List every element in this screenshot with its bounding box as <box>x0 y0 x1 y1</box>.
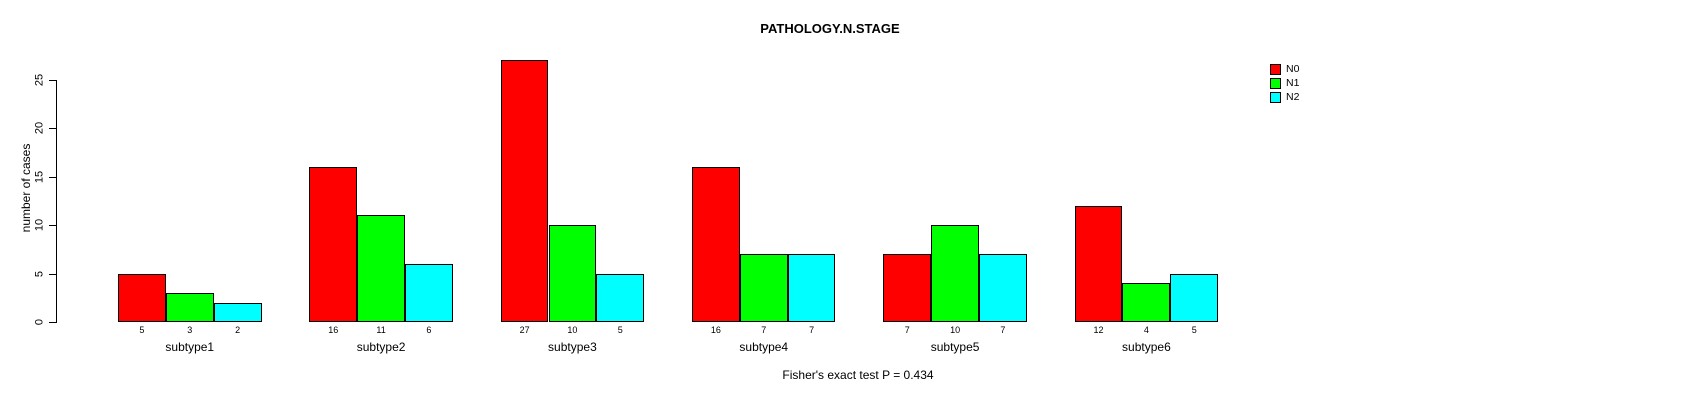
bar-value-label: 10 <box>567 325 578 335</box>
bar-value-label: 7 <box>809 325 815 335</box>
y-axis-tick <box>49 176 56 178</box>
bar-n2-subtype1 <box>213 302 262 322</box>
bar-n2-subtype4 <box>787 254 836 322</box>
bar-value-label: 7 <box>904 325 910 335</box>
bar-n1-subtype4 <box>739 254 788 322</box>
bar-value-label: 16 <box>328 325 339 335</box>
y-axis-tick-label: 5 <box>33 270 46 277</box>
x-axis-category-label: subtype4 <box>739 340 789 354</box>
legend: N0 N1 N2 <box>1270 64 1299 106</box>
legend-label: N1 <box>1286 77 1300 89</box>
bar-n1-subtype5 <box>931 225 979 322</box>
bar-n2-subtype2 <box>405 263 453 322</box>
bar-value-label: 3 <box>187 325 193 335</box>
legend-swatch-n0 <box>1270 64 1281 75</box>
legend-item-n2: N2 <box>1270 92 1299 103</box>
bar-n1-subtype6 <box>1122 283 1171 322</box>
y-axis-tick-label: 0 <box>33 318 46 326</box>
bar-value-label: 16 <box>710 325 721 335</box>
bar-n2-subtype6 <box>1170 273 1219 322</box>
y-axis-line <box>56 79 57 323</box>
bar-n2-subtype5 <box>979 254 1027 322</box>
x-axis-category-label: subtype1 <box>165 340 215 354</box>
bar-n1-subtype1 <box>165 292 214 322</box>
y-axis-label: number of cases <box>19 143 33 233</box>
bar-value-label: 4 <box>1143 325 1149 335</box>
y-axis-tick <box>49 273 56 275</box>
legend-swatch-n1 <box>1270 78 1281 89</box>
y-axis-tick <box>49 79 56 81</box>
bar-value-label: 5 <box>617 325 623 335</box>
bar-value-label: 11 <box>376 325 386 335</box>
x-axis-category-label: subtype3 <box>548 340 597 354</box>
chart-title: PATHOLOGY.N.STAGE <box>760 21 900 36</box>
bar-n0-subtype2 <box>309 166 358 322</box>
bar-n0-subtype1 <box>118 273 166 322</box>
bar-value-label: 10 <box>950 325 961 335</box>
x-axis-category-label: subtype5 <box>930 340 980 354</box>
bar-value-label: 7 <box>761 325 767 335</box>
bar-value-label: 7 <box>1000 325 1006 335</box>
bar-n0-subtype6 <box>1074 205 1123 322</box>
legend-swatch-n2 <box>1270 92 1281 103</box>
legend-item-n0: N0 <box>1270 64 1299 75</box>
bar-n0-subtype4 <box>691 166 740 322</box>
legend-label: N2 <box>1286 91 1300 103</box>
bar-n1-subtype2 <box>357 215 405 322</box>
bar-n0-subtype3 <box>500 60 549 322</box>
y-axis-tick-label: 10 <box>33 218 46 232</box>
y-axis-tick-label: 20 <box>33 121 46 135</box>
y-axis-tick <box>49 322 56 323</box>
x-axis-category-label: subtype2 <box>356 340 406 354</box>
bar-n0-subtype5 <box>883 254 932 322</box>
bar-value-label: 5 <box>139 325 145 335</box>
y-axis-tick <box>49 128 56 129</box>
x-axis-category-label: subtype6 <box>1122 340 1171 354</box>
footnote-fisher-test: Fisher's exact test P = 0.434 <box>782 368 934 382</box>
y-axis-tick-label: 15 <box>33 170 46 183</box>
legend-item-n1: N1 <box>1270 78 1299 89</box>
legend-label: N0 <box>1286 63 1300 75</box>
bar-n1-subtype3 <box>548 225 597 322</box>
bar-value-label: 5 <box>1191 325 1197 335</box>
bar-value-label: 27 <box>519 325 530 335</box>
y-axis-tick-label: 25 <box>33 73 46 86</box>
y-axis-tick <box>49 225 56 226</box>
bar-value-label: 2 <box>235 325 241 335</box>
bar-n2-subtype3 <box>596 273 645 322</box>
bar-value-label: 12 <box>1093 325 1104 335</box>
bar-value-label: 6 <box>426 325 432 335</box>
